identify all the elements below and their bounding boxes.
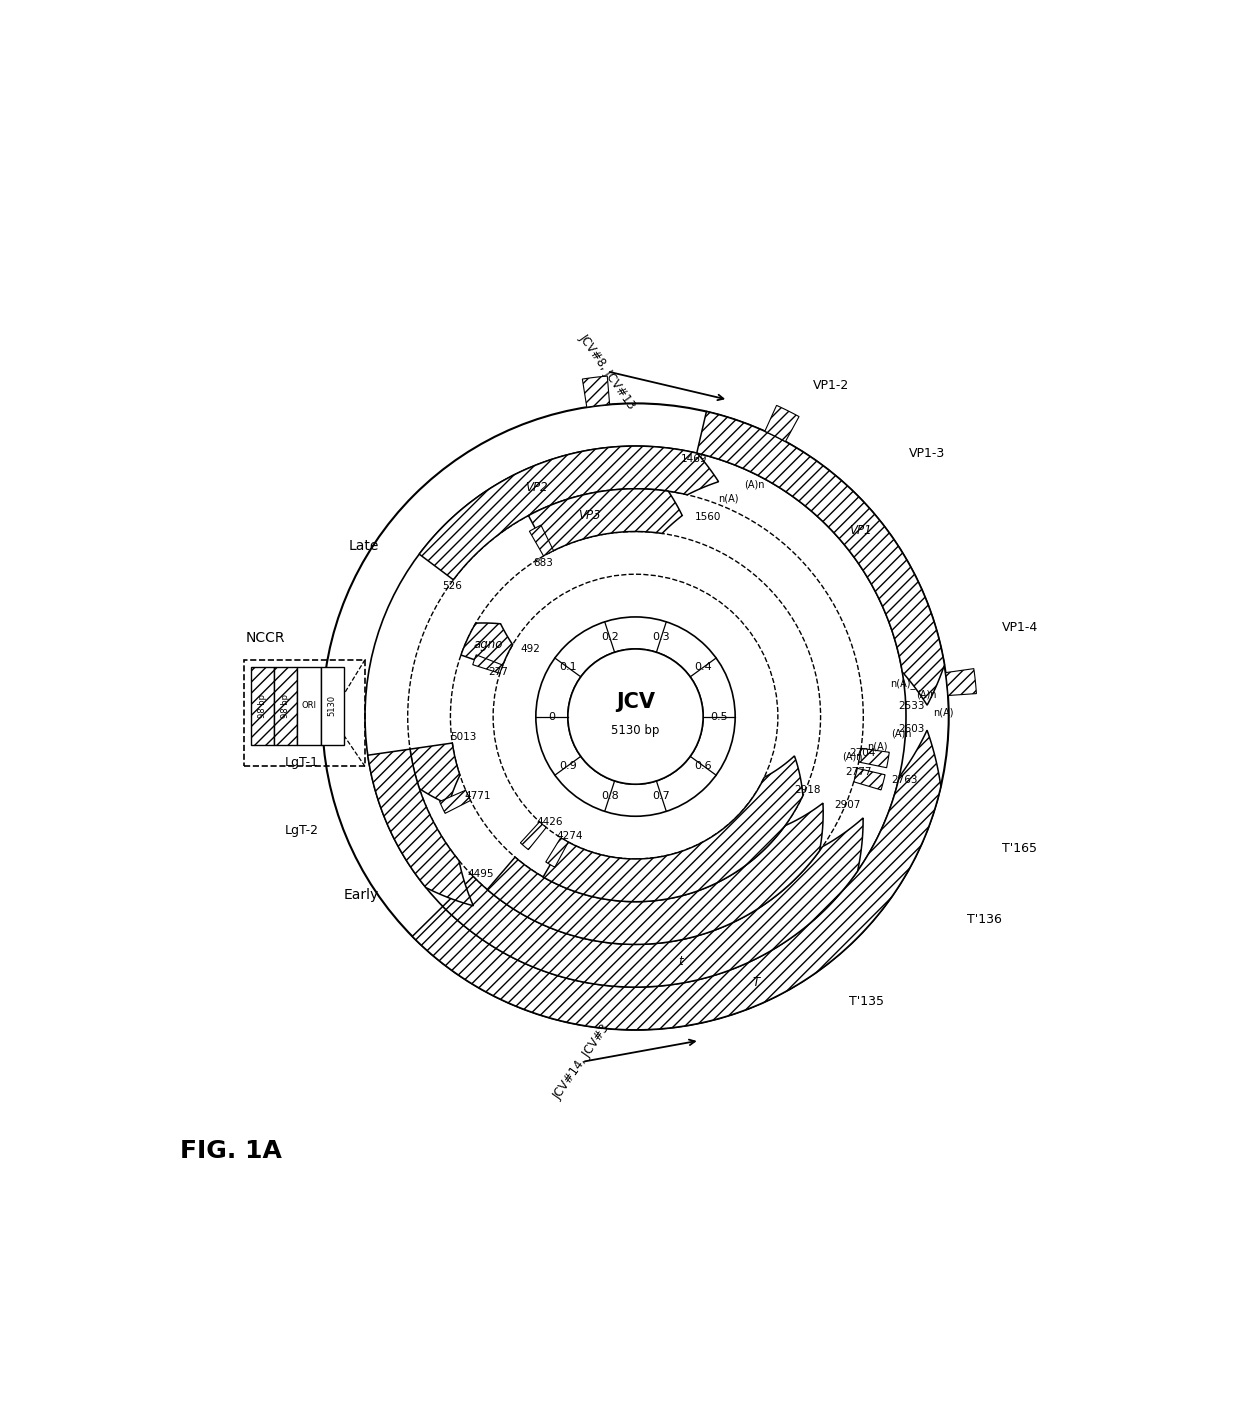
Text: LgT-1: LgT-1 <box>285 756 319 769</box>
Polygon shape <box>413 731 941 1030</box>
Polygon shape <box>854 768 885 790</box>
Text: (A)n: (A)n <box>744 480 765 490</box>
Polygon shape <box>368 749 474 905</box>
Text: FIG. 1A: FIG. 1A <box>180 1139 281 1162</box>
Polygon shape <box>697 412 945 705</box>
Text: 492: 492 <box>520 644 539 654</box>
Text: 0.6: 0.6 <box>694 761 712 771</box>
Text: 4771: 4771 <box>465 790 491 800</box>
Text: T'135: T'135 <box>849 995 884 1007</box>
Text: VP1-3: VP1-3 <box>909 447 945 460</box>
Text: 0.7: 0.7 <box>652 792 671 802</box>
Text: 0.9: 0.9 <box>559 761 577 771</box>
Polygon shape <box>419 446 718 580</box>
Text: LgT-2: LgT-2 <box>285 824 319 837</box>
Text: VP1-4: VP1-4 <box>1002 622 1038 634</box>
Bar <box>274 667 298 745</box>
Text: ORI: ORI <box>301 701 316 711</box>
Circle shape <box>568 648 703 785</box>
Text: 0.4: 0.4 <box>694 663 712 673</box>
Bar <box>320 667 343 745</box>
Text: n(A): n(A) <box>867 742 887 752</box>
Text: 98 bp: 98 bp <box>258 694 267 718</box>
Text: 0.8: 0.8 <box>600 792 619 802</box>
Text: 1560: 1560 <box>694 512 722 522</box>
Text: (A)n: (A)n <box>842 751 862 761</box>
Text: 5013: 5013 <box>450 732 476 742</box>
Text: JCV#8, JCV#13: JCV#8, JCV#13 <box>577 331 637 412</box>
Text: 526: 526 <box>441 582 463 592</box>
Text: 2777: 2777 <box>846 768 872 778</box>
Text: T: T <box>753 976 760 989</box>
Text: 98 bp: 98 bp <box>281 694 290 718</box>
Text: 0.1: 0.1 <box>559 663 577 673</box>
Text: (A)n: (A)n <box>892 729 911 739</box>
Text: 5130: 5130 <box>327 695 336 717</box>
Text: 4495: 4495 <box>467 868 494 878</box>
Polygon shape <box>410 744 460 805</box>
Bar <box>250 667 274 745</box>
Polygon shape <box>487 803 823 945</box>
Text: 277: 277 <box>489 667 508 677</box>
Text: JCV: JCV <box>616 692 655 712</box>
Polygon shape <box>765 406 799 441</box>
Text: T'165: T'165 <box>1002 841 1037 854</box>
Polygon shape <box>529 525 553 556</box>
Text: 2763: 2763 <box>892 775 918 785</box>
Text: agno: agno <box>474 639 503 651</box>
Polygon shape <box>443 817 863 988</box>
Text: (A)n: (A)n <box>916 690 936 700</box>
Bar <box>244 660 365 766</box>
Text: VP3: VP3 <box>578 509 601 522</box>
Polygon shape <box>859 748 889 768</box>
Text: n(A): n(A) <box>719 494 739 504</box>
Polygon shape <box>946 668 976 695</box>
Text: 5130 bp: 5130 bp <box>611 724 660 738</box>
Text: 2918: 2918 <box>794 785 821 795</box>
Text: 883: 883 <box>533 558 553 568</box>
Text: VP1: VP1 <box>849 524 872 536</box>
Text: 2907: 2907 <box>833 800 861 810</box>
Text: NCCR: NCCR <box>246 631 285 646</box>
Text: T'136: T'136 <box>966 912 1002 927</box>
Text: Late: Late <box>348 539 379 553</box>
Text: VP1-2: VP1-2 <box>813 379 849 392</box>
Text: n(A): n(A) <box>932 708 954 718</box>
Text: 2533: 2533 <box>899 701 925 711</box>
Polygon shape <box>521 822 546 850</box>
Text: 1469: 1469 <box>681 454 708 464</box>
Polygon shape <box>439 790 470 813</box>
Text: 4426: 4426 <box>537 816 563 827</box>
Text: t: t <box>678 955 682 968</box>
Bar <box>298 667 320 745</box>
Text: 2704: 2704 <box>849 748 875 758</box>
Text: n(A)_: n(A)_ <box>889 678 915 690</box>
Text: 0.5: 0.5 <box>711 711 728 722</box>
Text: JCV#14, JCV#3: JCV#14, JCV#3 <box>552 1022 613 1103</box>
Polygon shape <box>546 837 568 867</box>
Polygon shape <box>583 376 610 407</box>
Text: Early: Early <box>343 887 379 901</box>
Text: 2603: 2603 <box>899 724 925 734</box>
Text: 0: 0 <box>548 711 556 722</box>
Polygon shape <box>461 623 512 670</box>
Text: VP2: VP2 <box>526 481 548 494</box>
Polygon shape <box>543 756 804 901</box>
Polygon shape <box>528 488 682 553</box>
Polygon shape <box>472 654 502 674</box>
Text: 0.3: 0.3 <box>652 631 670 641</box>
Text: 4274: 4274 <box>557 830 583 840</box>
Text: 0.2: 0.2 <box>600 631 619 641</box>
